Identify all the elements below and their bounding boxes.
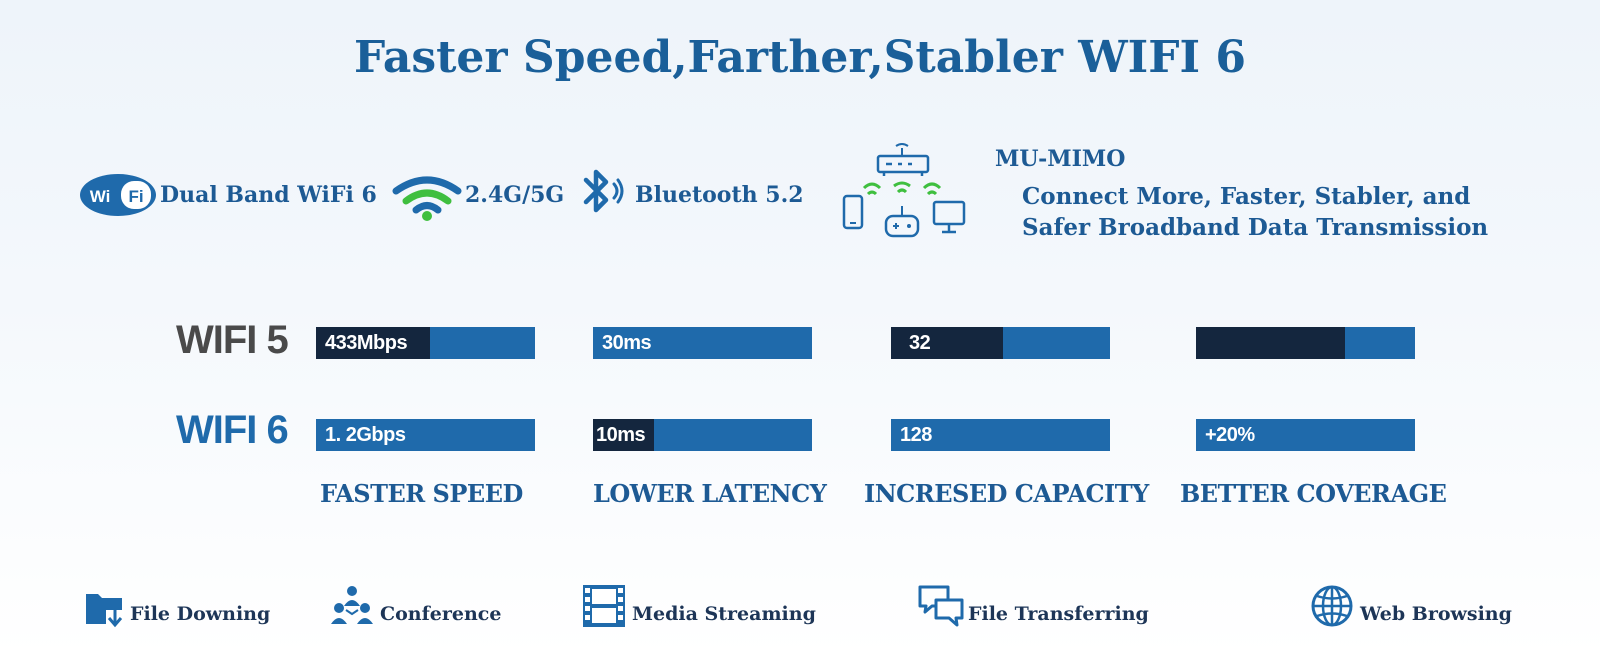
- wifi5-coverage-bar: [1196, 327, 1415, 359]
- wifi5-capacity-bar: 32: [891, 327, 1110, 359]
- bluetooth-label: Bluetooth 5.2: [635, 182, 804, 208]
- category-coverage: BETTER COVERAGE: [1180, 479, 1447, 508]
- category-capacity: INCRESED CAPACITY: [864, 479, 1149, 508]
- bar-value: +20%: [1205, 424, 1255, 446]
- conference-icon: [330, 584, 374, 628]
- app-file-downing: File Downing: [130, 603, 271, 625]
- bar-value: 32: [909, 332, 931, 354]
- page-title: Faster Speed,Farther,Stabler WIFI 6: [353, 32, 1246, 83]
- wifi5-latency-bar: 30ms: [593, 327, 812, 359]
- band-label: 2.4G/5G: [465, 182, 565, 208]
- bar-value: 30ms: [602, 332, 652, 354]
- chat-transfer-icon: [918, 584, 964, 628]
- app-web-browsing: Web Browsing: [1360, 603, 1512, 625]
- app-media-streaming: Media Streaming: [632, 603, 816, 625]
- mu-mimo-icon: [836, 140, 972, 240]
- bluetooth-icon: [578, 166, 628, 216]
- wifi-logo-icon: Wi Fi: [79, 171, 157, 219]
- bar-value: 1. 2Gbps: [325, 424, 406, 446]
- mu-mimo-title: MU-MIMO: [995, 146, 1126, 172]
- bar-fill: [316, 327, 430, 359]
- mu-mimo-desc-line2: Safer Broadband Data Transmission: [1022, 214, 1489, 241]
- bar-value: 128: [900, 424, 932, 446]
- bar-fill: [1196, 327, 1345, 359]
- wifi-logo-left: Wi: [90, 187, 111, 206]
- wifi6-latency-bar: 10ms: [593, 419, 812, 451]
- folder-download-icon: [84, 588, 128, 630]
- wifi6-speed-bar: 1. 2Gbps: [316, 419, 535, 451]
- wifi-logo-right: Fi: [128, 187, 143, 206]
- bar-fill: [593, 419, 655, 451]
- app-conference: Conference: [380, 603, 502, 625]
- bar-fill: [891, 327, 1003, 359]
- globe-icon: [1310, 584, 1354, 628]
- category-faster-speed: FASTER SPEED: [320, 479, 523, 508]
- bar-value: 10ms: [596, 424, 646, 446]
- wifi6-row-label: WIFI 6: [176, 408, 289, 452]
- wifi5-speed-bar: 433Mbps: [316, 327, 535, 359]
- wifi6-capacity-bar: 128: [891, 419, 1110, 451]
- wifi6-coverage-bar: +20%: [1196, 419, 1415, 451]
- dual-band-label: Dual Band WiFi 6: [160, 182, 377, 208]
- bar-value: 433Mbps: [325, 332, 408, 354]
- film-icon: [582, 584, 626, 628]
- wifi5-row-label: WIFI 5: [176, 318, 289, 362]
- category-lower-latency: LOWER LATENCY: [593, 479, 827, 508]
- app-file-transferring: File Transferring: [968, 603, 1149, 625]
- mu-mimo-desc-line1: Connect More, Faster, Stabler, and: [1022, 183, 1471, 210]
- wifi-signal-icon: [392, 175, 462, 221]
